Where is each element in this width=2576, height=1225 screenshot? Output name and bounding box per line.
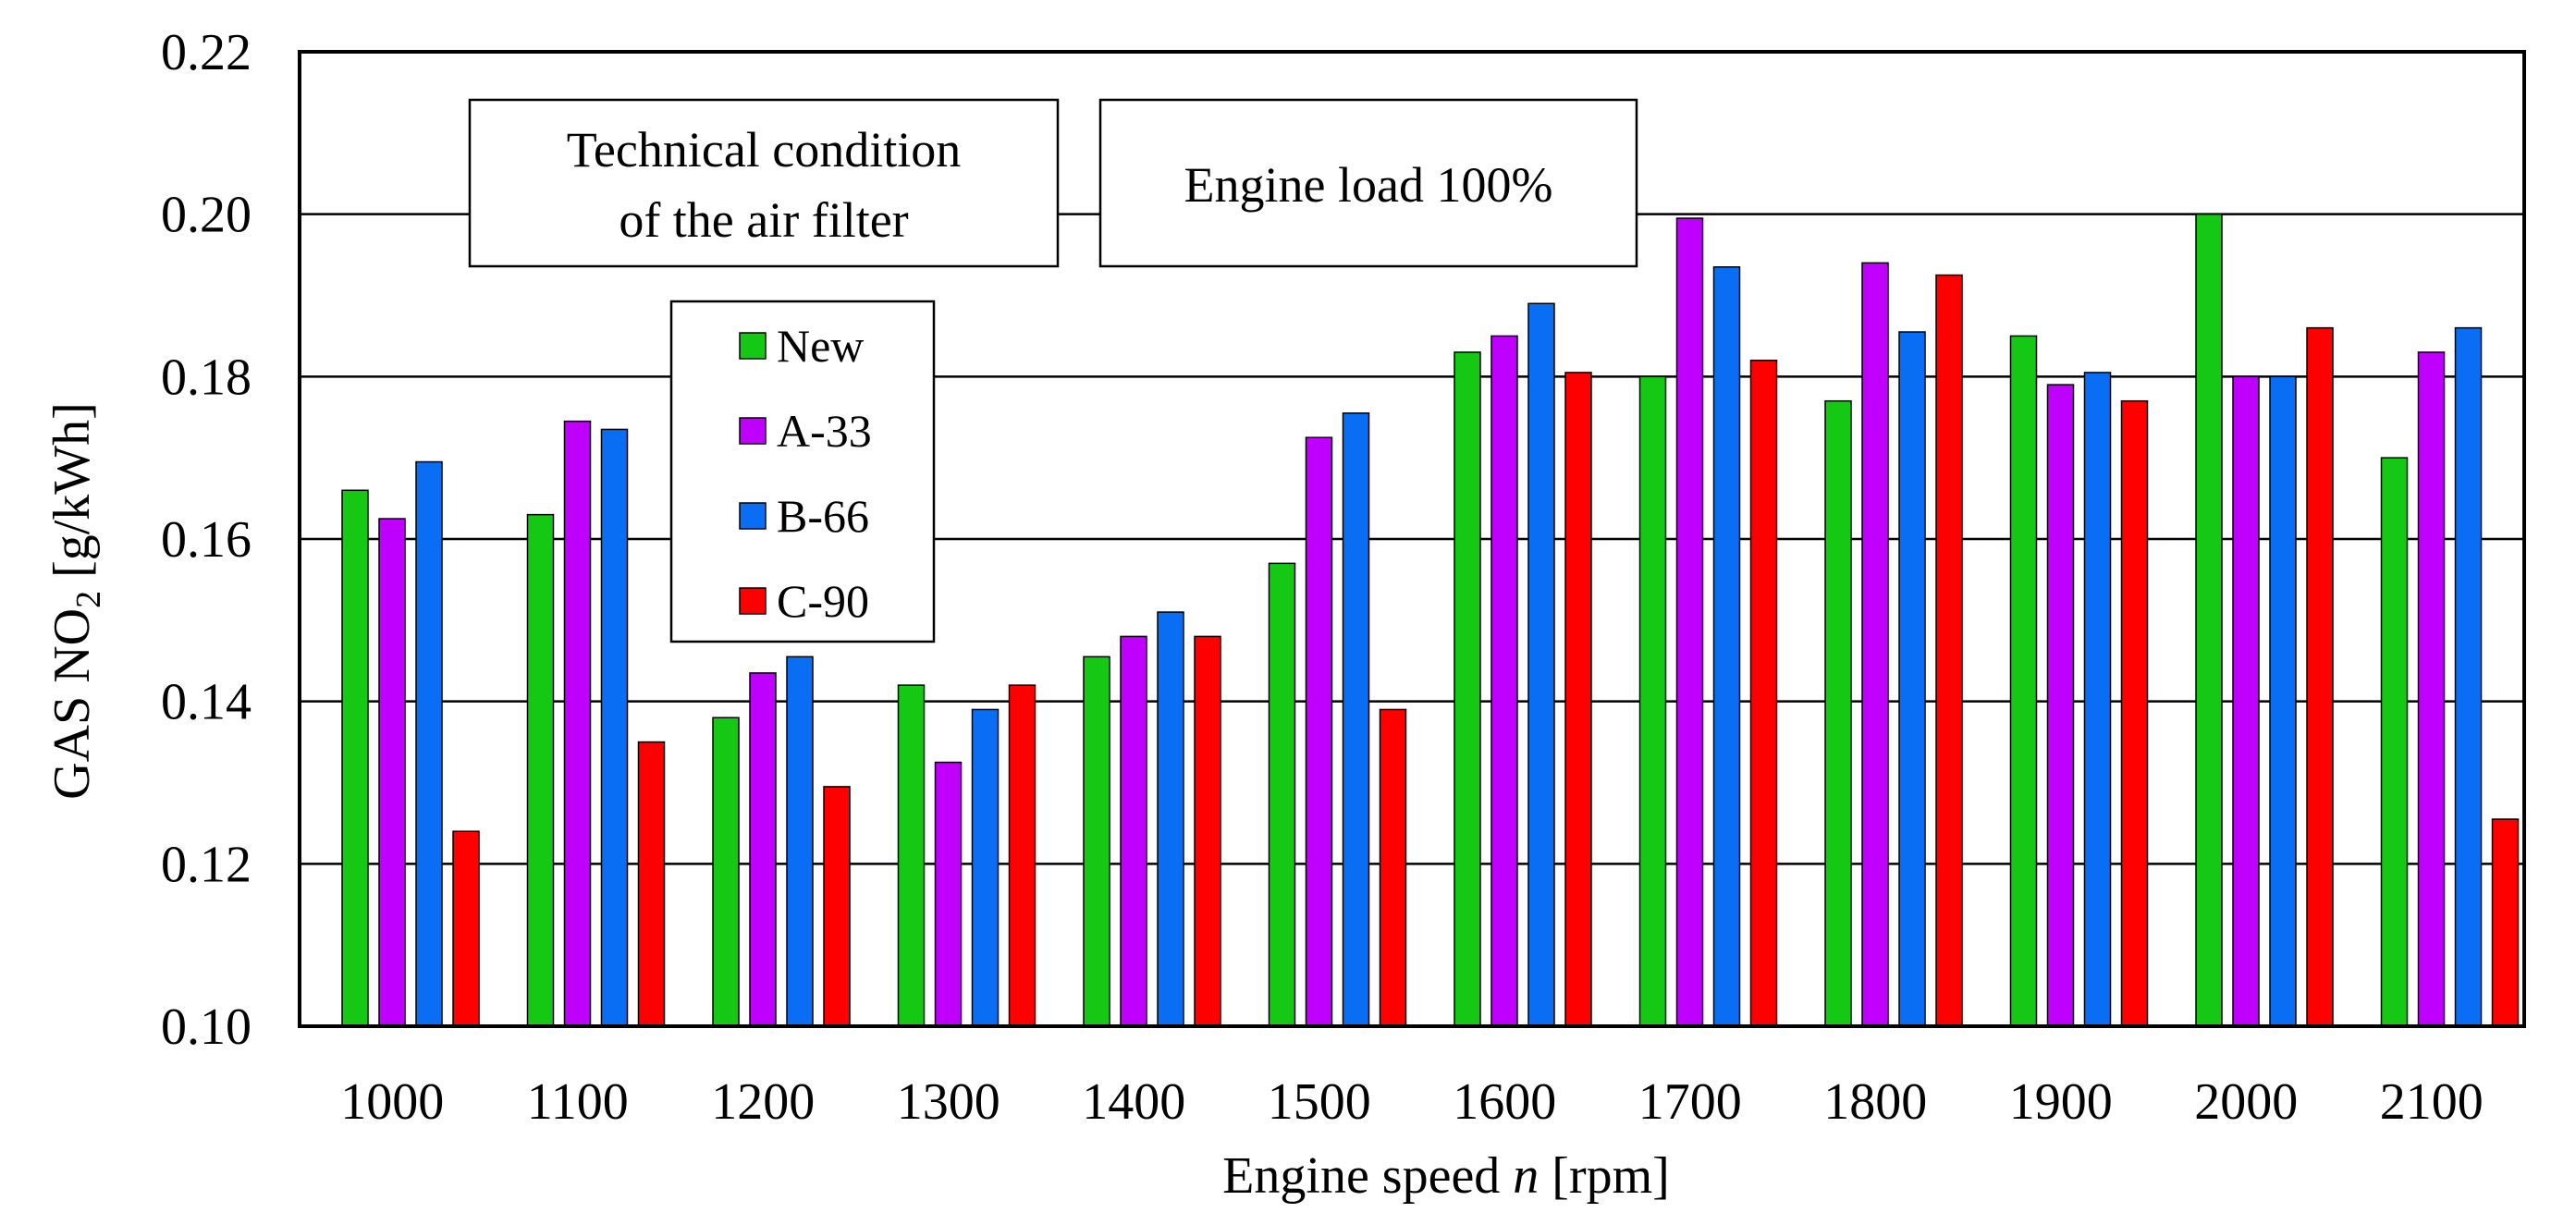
- bar-a-33-1100: [563, 420, 592, 1027]
- bar-b-66-1000: [415, 460, 443, 1027]
- legend-swatch-b-66: [739, 502, 767, 530]
- bar-new-1100: [526, 513, 555, 1027]
- bar-a-33-1000: [378, 518, 406, 1027]
- bar-c-90-2100: [2491, 818, 2520, 1027]
- x-tick-label: 2100: [2380, 1073, 2484, 1131]
- legend-label-c-90: C-90: [777, 575, 869, 627]
- bar-a-33-1500: [1305, 436, 1333, 1027]
- y-tick-label: 0.20: [161, 187, 251, 244]
- bar-new-1900: [2009, 335, 2038, 1027]
- annotation-load-text: Engine load 100%: [1184, 157, 1553, 213]
- bar-c-90-1400: [1194, 635, 1221, 1027]
- x-tick-label: 1100: [527, 1073, 629, 1131]
- bar-c-90-1800: [1935, 274, 1963, 1027]
- x-tick-labels: 1000 1100 1200 1300 1400 1500 1600 1700 1800 1900…: [340, 1073, 2484, 1131]
- x-tick-label: 1400: [1082, 1073, 1185, 1131]
- bar-a-33-1700: [1675, 217, 1704, 1027]
- bar-a-33-1800: [1861, 262, 1889, 1027]
- bar-new-1400: [1083, 655, 1110, 1027]
- plot-area-frame: [298, 50, 2526, 1028]
- bar-new-1800: [1824, 399, 1852, 1027]
- bar-new-1200: [712, 717, 740, 1027]
- x-tick-label: 1500: [1268, 1073, 1371, 1131]
- x-tick-label: 1700: [1638, 1073, 1742, 1131]
- bar-a-33-1300: [934, 761, 963, 1027]
- x-axis-title: Engine speed n [rpm]: [1222, 1147, 1670, 1205]
- bar-c-90-1000: [452, 830, 480, 1027]
- bar-c-90-1600: [1564, 372, 1592, 1027]
- annotation-load-box: Engine load 100%: [1098, 98, 1638, 268]
- legend-swatch-c-90: [739, 587, 767, 615]
- bar-a-33-2100: [2417, 351, 2446, 1027]
- bar-new-1500: [1268, 562, 1296, 1027]
- legend-frame: [669, 300, 936, 643]
- bar-new-1600: [1454, 351, 1481, 1027]
- annotation-filter-line2: of the air filter: [619, 192, 908, 248]
- bar-c-90-1300: [1008, 684, 1037, 1027]
- annotation-filter-line1: Technical condition: [567, 122, 962, 178]
- bar-b-66-2000: [2269, 375, 2297, 1027]
- bar-b-66-1400: [1157, 611, 1184, 1027]
- bar-b-66-1200: [786, 655, 814, 1027]
- bar-a-33-1900: [2046, 384, 2075, 1027]
- x-tick-label: 1900: [2009, 1073, 2113, 1131]
- bar-c-90-1500: [1379, 708, 1407, 1027]
- bar-b-66-1700: [1712, 266, 1741, 1027]
- bar-b-66-1500: [1342, 412, 1370, 1027]
- bar-b-66-1300: [971, 708, 1000, 1027]
- y-tick-labels: 0.10 0.12 0.14 0.16 0.18 0.20 0.22: [161, 24, 251, 1056]
- bar-b-66-1900: [2083, 372, 2112, 1027]
- bar-b-66-2100: [2454, 326, 2483, 1027]
- bar-a-33-1600: [1490, 335, 1518, 1027]
- bar-new-1300: [897, 684, 926, 1027]
- bar-new-1000: [341, 489, 369, 1027]
- legend-label-a-33: A-33: [777, 405, 872, 457]
- annotation-filter-box: Technical condition of the air filter: [468, 98, 1060, 268]
- legend: New A-33 B-66 C-90: [669, 300, 936, 643]
- x-tick-label: 1800: [1823, 1073, 1927, 1131]
- legend-label-b-66: B-66: [777, 490, 869, 542]
- y-tick-label: 0.22: [161, 24, 251, 81]
- bar-new-1700: [1638, 375, 1667, 1027]
- bar-c-90-2000: [2306, 326, 2334, 1027]
- bar-c-90-1900: [2120, 399, 2149, 1027]
- bar-b-66-1100: [600, 428, 629, 1027]
- bar-a-33-1200: [749, 672, 777, 1027]
- y-axis-title: GAS NO2 [g/kWh]: [43, 402, 108, 800]
- bar-a-33-2000: [2232, 375, 2260, 1027]
- bar-b-66-1600: [1527, 302, 1555, 1027]
- bar-new-2000: [2195, 213, 2223, 1027]
- bar-b-66-1800: [1898, 331, 1926, 1027]
- legend-label-new: New: [777, 320, 864, 372]
- y-tick-label: 0.10: [161, 998, 251, 1056]
- y-tick-label: 0.18: [161, 349, 251, 406]
- bar-a-33-1400: [1120, 635, 1147, 1027]
- y-tick-label: 0.14: [161, 674, 251, 731]
- bar-c-90-1200: [823, 786, 851, 1027]
- bar-c-90-1100: [637, 741, 666, 1027]
- bar-c-90-1700: [1749, 360, 1778, 1027]
- x-tick-label: 1600: [1453, 1073, 1556, 1131]
- y-tick-label: 0.12: [161, 836, 251, 893]
- x-tick-label: 1200: [711, 1073, 815, 1131]
- x-tick-label: 1000: [340, 1073, 444, 1131]
- x-tick-label: 1300: [897, 1073, 1000, 1131]
- legend-swatch-new: [739, 332, 767, 360]
- x-tick-label: 2000: [2194, 1073, 2298, 1131]
- legend-swatch-a-33: [739, 417, 767, 445]
- y-tick-label: 0.16: [161, 511, 251, 569]
- bar-new-2100: [2380, 457, 2409, 1027]
